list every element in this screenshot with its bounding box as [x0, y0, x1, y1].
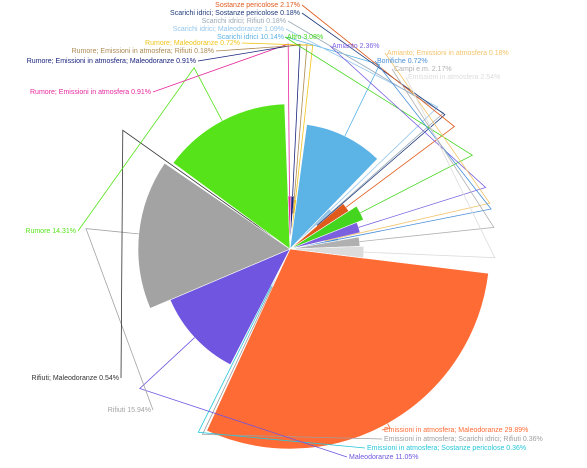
leader-line-scarichi-idrici-rifiuti: [287, 20, 445, 226]
leader-line-amianto-emissioni-in-atmosfera: [324, 52, 491, 242]
data-label-rumore-emissioni-in-atmosfera-maleodoranze: Rumore; Emissioni in atmosfera; Maleodor…: [27, 58, 196, 65]
leader-line-bonifiche: [338, 60, 492, 240]
leader-line-rumore-emissioni-in-atmosfera-rifiuti: [215, 44, 308, 214]
data-label-emissioni-in-atmosfera-maleodoranze: Emissioni in atmosfera; Maleodoranze 29.…: [384, 427, 528, 434]
data-label-scarichi-idrici-maleodoranze: Scarichi idrici; Maleodoranze 1.09%: [173, 26, 284, 33]
leader-line-emissioni-in-atmosfera: [363, 76, 496, 259]
data-label-scarichi-idrici: Scarichi idrici 10.14%: [217, 34, 284, 41]
leader-line-campi-e-m: [359, 68, 495, 242]
leader-line-rifiuti-maleodoranze: [120, 129, 253, 379]
data-label-amianto: Amianto 2.36%: [332, 43, 379, 50]
data-label-emissioni-in-atmosfera: Emissioni in atmosfera 2.54%: [408, 74, 500, 81]
data-label-campi-e-m: Campi e.m. 2.17%: [394, 66, 452, 73]
pie-slice-altro[interactable]: [289, 205, 364, 250]
data-label-altro: Altro 3.08%: [287, 34, 323, 41]
leader-line-scarichi-idrici-maleodoranze: [285, 28, 439, 211]
leader-line-emissioni-in-atmosfera-scarichi-idrici-rifiuti: [201, 286, 383, 440]
data-label-rifiuti: Rifiuti 15.94%: [108, 407, 151, 414]
leader-line-rumore: [77, 67, 223, 232]
data-label-rumore: Rumore 14.31%: [25, 228, 76, 235]
leader-line-emissioni-in-atmosfera-maleodoranze: [381, 423, 391, 431]
leader-line-rumore-emissioni-in-atmosfera: [152, 43, 290, 196]
data-label-bonifiche: Bonifiche 0.72%: [377, 58, 428, 65]
data-label-emissioni-in-atmosfera-sostanze-pericolose: Emissioni in atmosfera; Sostanze pericol…: [367, 445, 526, 452]
leader-layer: [77, 4, 496, 458]
data-label-rifiuti-maleodoranze: Rifiuti; Maleodoranze 0.54%: [31, 375, 119, 382]
data-label-amianto-emissioni-in-atmosfera: Amianto; Emissioni in atmosfera 0.18%: [387, 50, 509, 57]
leader-line-amianto: [329, 45, 487, 228]
pie-slice-scarichi-idrici[interactable]: [289, 124, 379, 250]
label-layer: Emissioni in atmosfera; Maleodoranze 29.…: [25, 2, 542, 461]
leader-line-maleodoranze: [139, 337, 348, 458]
leader-line-rumore-maleodoranze: [241, 42, 314, 200]
leader-line-rifiuti: [85, 228, 154, 411]
data-label-rumore-emissioni-in-atmosfera-rifiuti: Rumore; Emissioni in atmosfera; Rifiuti …: [72, 48, 214, 55]
data-label-rumore-maleodoranze: Rumore; Maleodoranze 0.72%: [145, 40, 240, 47]
leader-line-sostanze-pericolose: [301, 4, 456, 208]
data-label-rumore-emissioni-in-atmosfera: Rumore; Emissioni in atmosfera 0.91%: [30, 89, 151, 96]
leader-line-altro: [284, 36, 474, 214]
leader-line-scarichi-idrici-sostanze-pericolose: [301, 12, 446, 226]
data-label-maleodoranze: Maleodoranze 11.05%: [349, 454, 419, 461]
leader-line-scarichi-idrici: [285, 36, 381, 137]
data-label-emissioni-in-atmosfera-scarichi-idrici-rifiuti: Emissioni in atmosfera; Scarichi idrici;…: [384, 436, 543, 443]
data-label-scarichi-idrici-sostanze-pericolose: Scarichi idrici; Sostanze pericolose 0.1…: [170, 10, 300, 17]
slice-layer: [137, 103, 489, 450]
data-label-scarichi-idrici-rifiuti: Scarichi idrici; Rifiuti 0.18%: [202, 18, 286, 25]
leader-line-rumore-emissioni-in-atmosfera-maleodoranze: [197, 43, 301, 197]
leader-line-emissioni-in-atmosfera-sostanze-pericolose: [197, 285, 366, 449]
data-label-sostanze-pericolose: Sostanze pericolose 2.17%: [215, 2, 300, 9]
pie-slice-rifiuti[interactable]: [137, 162, 291, 309]
